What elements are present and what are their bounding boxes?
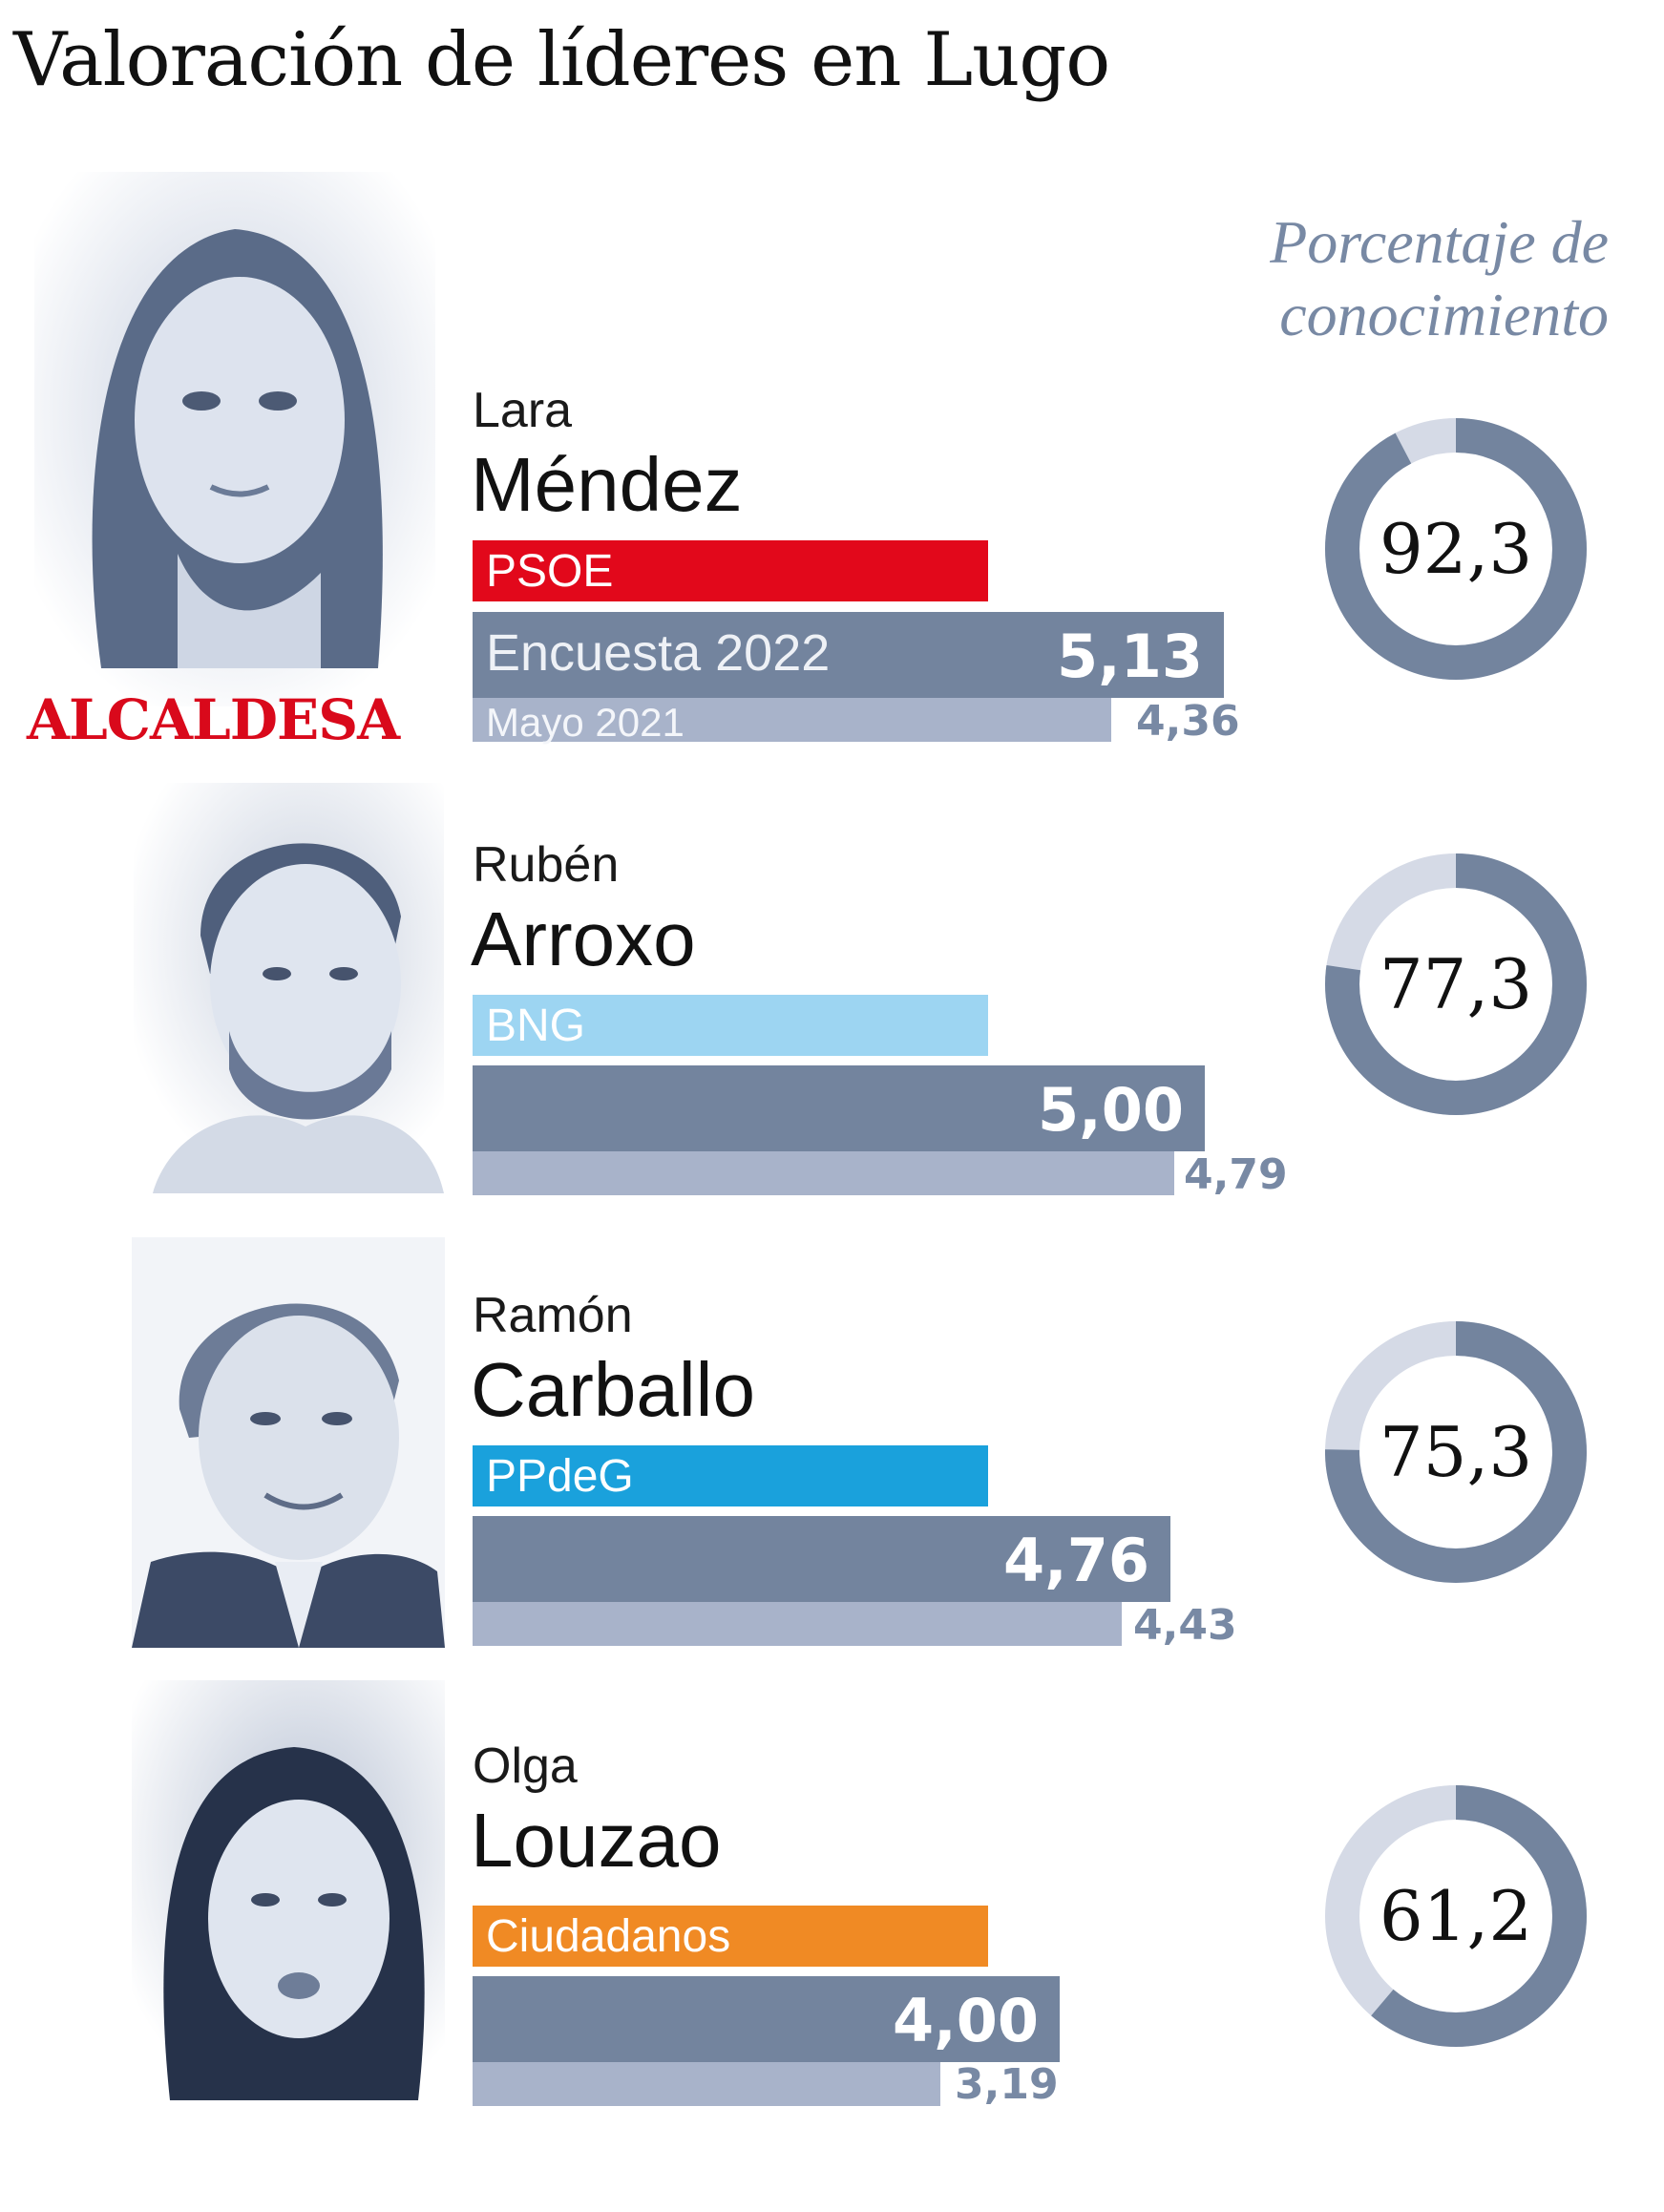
- bar-encuesta-2022: 4,76: [473, 1516, 1170, 1602]
- leader-first-name: Rubén: [473, 837, 620, 893]
- party-bar: Ciudadanos: [473, 1906, 988, 1967]
- donut-arc: [1325, 418, 1587, 680]
- legend-label-mayo-2021: Mayo 2021: [486, 700, 685, 745]
- bar-mayo-2021: Mayo 2021: [473, 698, 1111, 745]
- knowledge-heading-line-1: Porcentaje de: [1270, 208, 1609, 276]
- leader-last-name: Méndez: [471, 442, 743, 527]
- leader-first-name: Lara: [473, 383, 573, 438]
- legend-label-encuesta-2022: Encuesta 2022: [486, 624, 831, 682]
- value-2022: 5,13: [1057, 621, 1203, 691]
- party-bar: PPdeG: [473, 1445, 988, 1506]
- party-bar: BNG: [473, 995, 988, 1056]
- party-bar: PSOE: [473, 540, 988, 601]
- bar-encuesta-2022: 4,00: [473, 1976, 1060, 2062]
- knowledge-value: 61,2: [1380, 1876, 1532, 1956]
- leader-photo-portrait: [134, 783, 444, 1193]
- leader-first-name: Ramón: [473, 1288, 633, 1343]
- value-2021: 4,79: [1184, 1150, 1288, 1199]
- knowledge-value: 77,3: [1380, 944, 1532, 1024]
- value-2021: 4,36: [1136, 697, 1240, 746]
- leader-photo-portrait: [132, 1680, 445, 2100]
- leader-photo-portrait: [132, 1237, 445, 1648]
- knowledge-heading: Porcentaje de conocimiento: [1270, 206, 1609, 351]
- knowledge-heading-line-2: conocimiento: [1279, 281, 1609, 348]
- incumbent-label: ALCALDESA: [27, 687, 400, 752]
- bar-mayo-2021: [473, 1602, 1122, 1646]
- bar-mayo-2021: [473, 1151, 1174, 1195]
- knowledge-donut: 77,3: [1325, 853, 1587, 1115]
- value-2022: 4,76: [1003, 1526, 1149, 1595]
- page-title: Valoración de líderes en Lugo: [13, 17, 1110, 103]
- leader-photo-portrait: [34, 172, 435, 706]
- value-2022: 5,00: [1038, 1075, 1184, 1145]
- bar-mayo-2021: [473, 2062, 940, 2106]
- donut-arc: [1325, 1785, 1587, 2047]
- value-2021: 4,43: [1133, 1601, 1237, 1650]
- knowledge-donut: 75,3: [1325, 1321, 1587, 1583]
- knowledge-value: 92,3: [1380, 509, 1532, 589]
- bar-encuesta-2022: 5,00: [473, 1065, 1205, 1151]
- leader-last-name: Louzao: [471, 1798, 722, 1883]
- value-2022: 4,00: [893, 1986, 1039, 2055]
- leader-last-name: Arroxo: [471, 896, 696, 981]
- knowledge-donut: 61,2: [1325, 1785, 1587, 2047]
- donut-arc: [1325, 853, 1587, 1115]
- bar-encuesta-2022: Encuesta 2022 5,13: [473, 612, 1224, 698]
- leader-first-name: Olga: [473, 1738, 578, 1794]
- knowledge-value: 75,3: [1380, 1412, 1532, 1492]
- donut-arc: [1325, 1321, 1587, 1583]
- leader-last-name: Carballo: [471, 1347, 755, 1432]
- value-2021: 3,19: [955, 2060, 1059, 2109]
- knowledge-donut: 92,3: [1325, 418, 1587, 680]
